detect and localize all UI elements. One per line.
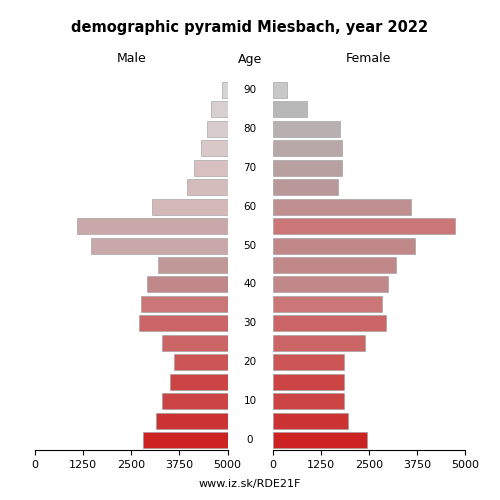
Bar: [272, 140, 342, 156]
Bar: [162, 394, 228, 409]
Bar: [152, 198, 228, 214]
Bar: [91, 238, 228, 254]
Bar: [162, 335, 228, 351]
Bar: [187, 179, 228, 195]
Text: 90: 90: [244, 84, 256, 94]
Bar: [272, 218, 456, 234]
Bar: [272, 179, 338, 195]
Bar: [272, 394, 344, 409]
Bar: [141, 296, 228, 312]
Text: www.iz.sk/RDE21F: www.iz.sk/RDE21F: [199, 480, 301, 490]
Text: 70: 70: [244, 162, 256, 172]
Bar: [139, 316, 228, 332]
Bar: [272, 432, 367, 448]
Bar: [272, 101, 307, 117]
Bar: [272, 316, 386, 332]
Bar: [200, 140, 228, 156]
Bar: [272, 120, 340, 136]
Bar: [156, 413, 228, 429]
Bar: [170, 374, 228, 390]
Bar: [272, 413, 347, 429]
Bar: [272, 354, 344, 370]
Bar: [272, 374, 344, 390]
Bar: [78, 218, 228, 234]
Bar: [194, 160, 228, 176]
Bar: [222, 82, 228, 98]
Text: 20: 20: [244, 358, 256, 368]
Bar: [272, 276, 388, 292]
Text: Male: Male: [116, 52, 146, 66]
Bar: [272, 335, 365, 351]
Text: 40: 40: [244, 280, 256, 289]
Bar: [146, 276, 228, 292]
Bar: [207, 120, 228, 136]
Text: 0: 0: [247, 436, 254, 446]
Text: 50: 50: [244, 240, 256, 250]
Bar: [272, 238, 415, 254]
Bar: [272, 160, 342, 176]
Text: 10: 10: [244, 396, 256, 406]
Text: 80: 80: [244, 124, 256, 134]
Text: Age: Age: [238, 52, 262, 66]
Text: demographic pyramid Miesbach, year 2022: demographic pyramid Miesbach, year 2022: [72, 20, 428, 35]
Bar: [174, 354, 228, 370]
Text: Female: Female: [346, 52, 392, 66]
Bar: [211, 101, 228, 117]
Bar: [272, 257, 396, 273]
Bar: [272, 82, 287, 98]
Text: 60: 60: [244, 202, 256, 211]
Bar: [158, 257, 228, 273]
Text: 30: 30: [244, 318, 256, 328]
Bar: [272, 296, 382, 312]
Bar: [272, 198, 411, 214]
Bar: [143, 432, 228, 448]
